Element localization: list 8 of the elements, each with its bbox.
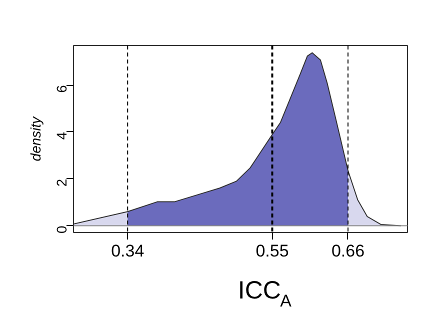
x-tick-label: 0.34 bbox=[111, 242, 144, 260]
y-axis-title: density bbox=[28, 116, 44, 162]
y-tick-label: 0 bbox=[54, 225, 70, 234]
x-tick-label: 0.55 bbox=[256, 242, 289, 260]
y-tick-label: 2 bbox=[54, 178, 70, 187]
y-tick-label: 6 bbox=[54, 84, 70, 93]
y-tick-label: 4 bbox=[54, 132, 70, 140]
x-tick-label: 0.66 bbox=[331, 242, 365, 260]
